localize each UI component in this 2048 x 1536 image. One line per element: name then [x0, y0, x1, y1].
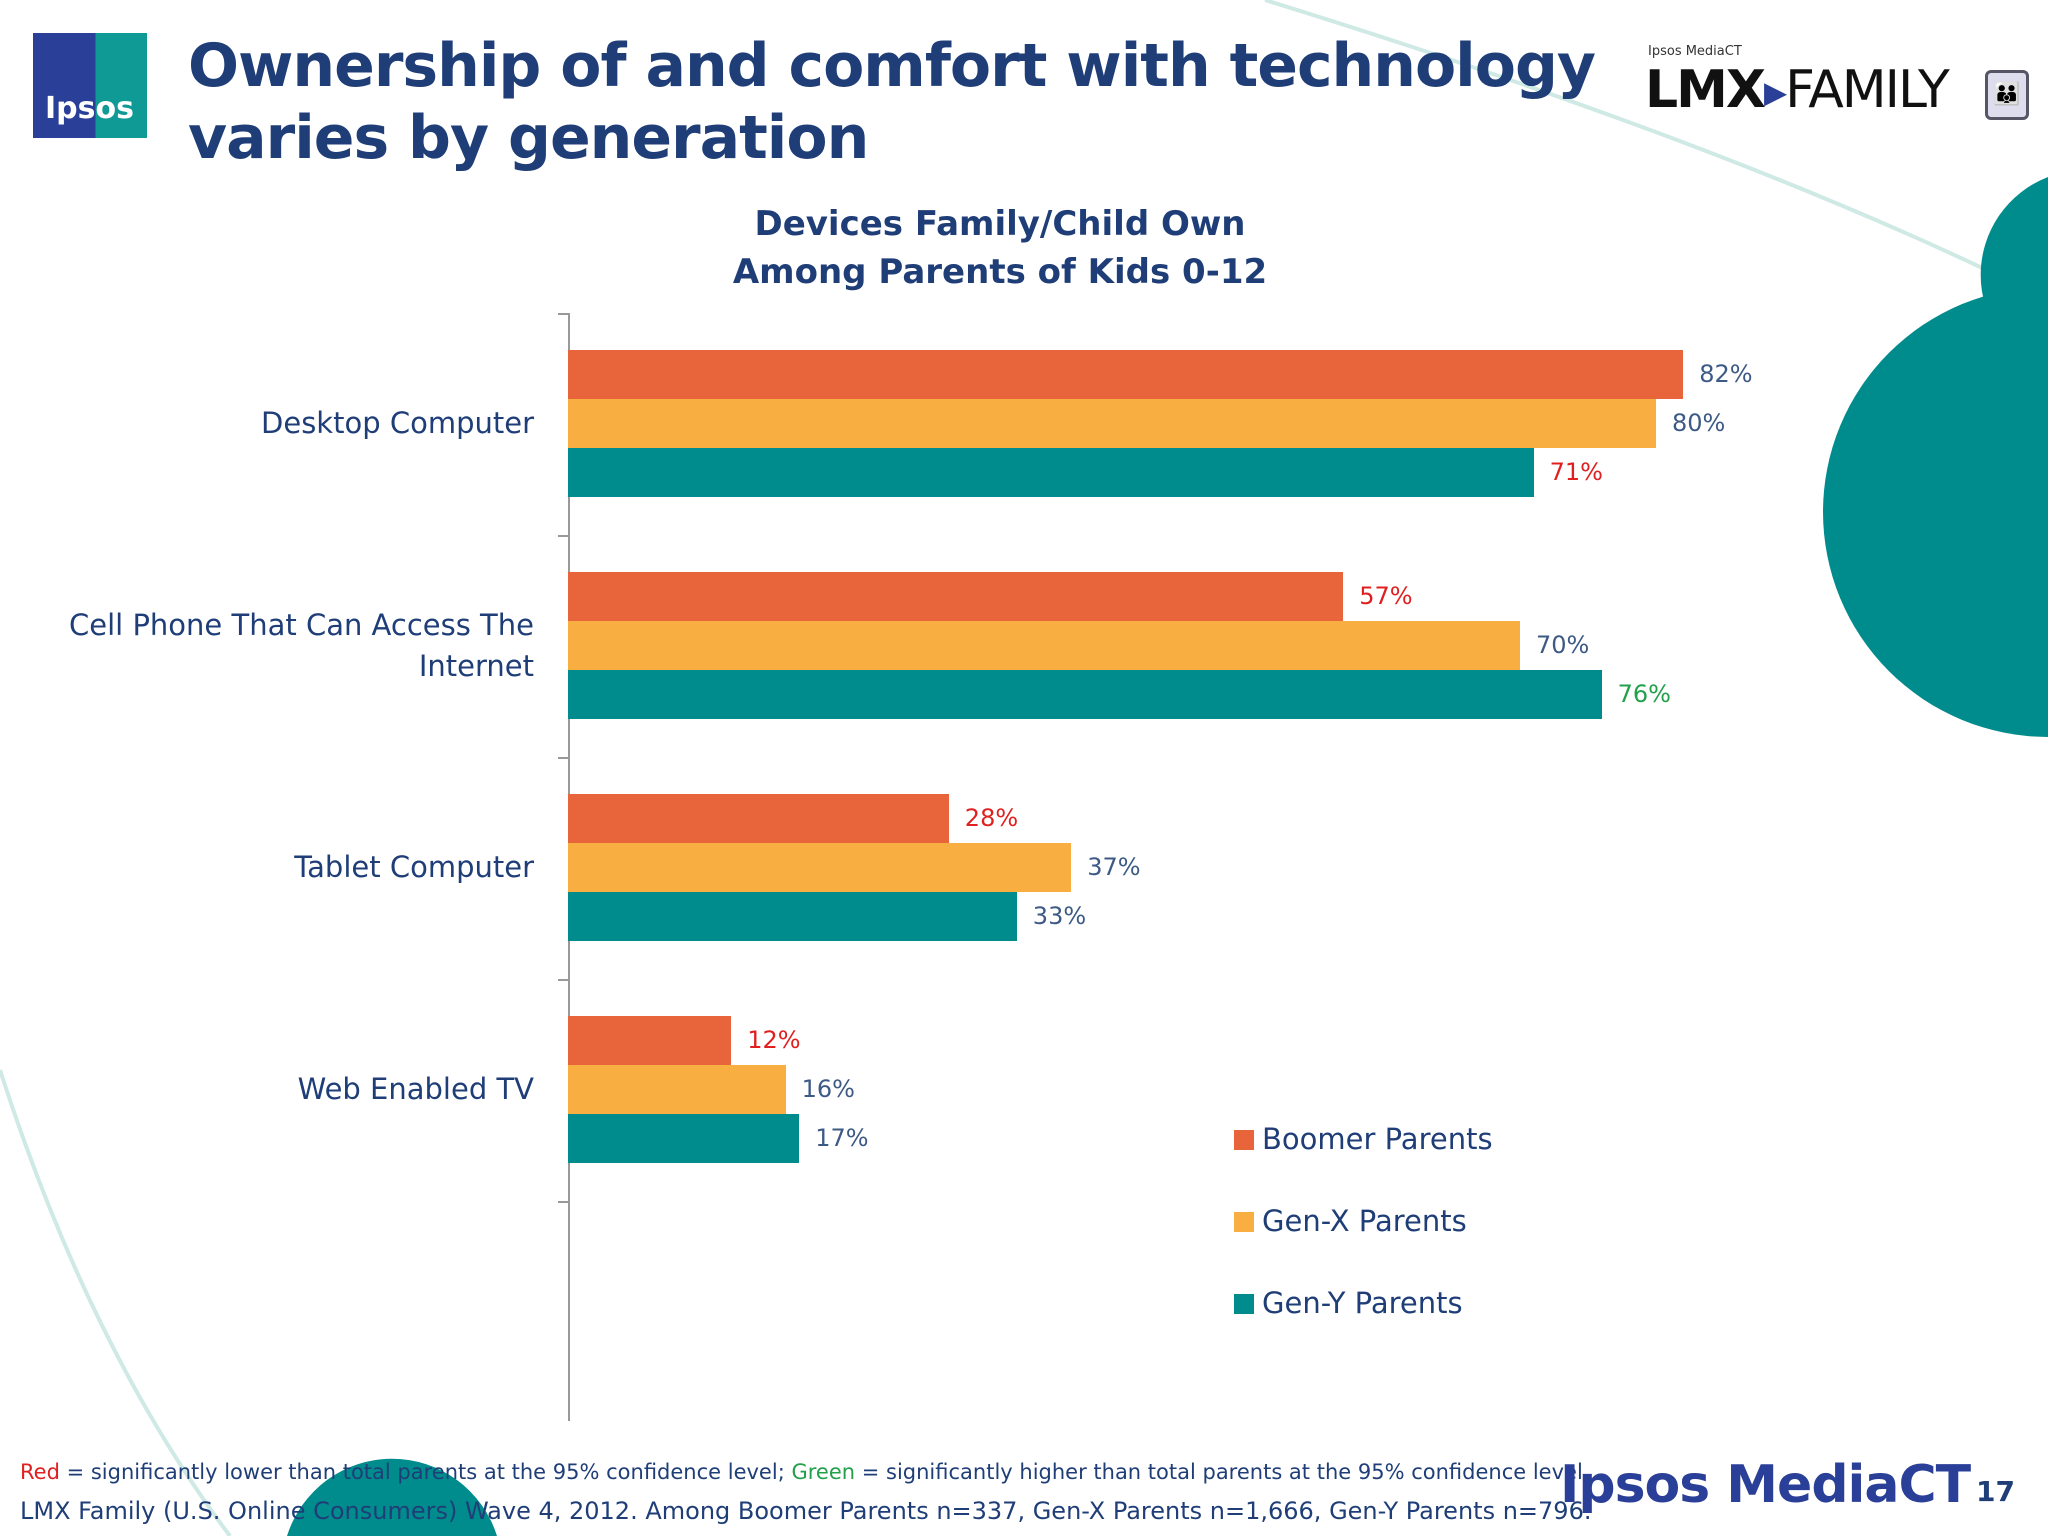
- data-label: 37%: [1087, 853, 1141, 881]
- chart-title-line1: Devices Family/Child Own: [754, 204, 1246, 244]
- note-red: Red: [20, 1460, 60, 1484]
- data-label: 16%: [801, 1075, 855, 1103]
- data-label: 80%: [1672, 409, 1726, 437]
- legend-item: Boomer Parents: [1234, 1122, 1493, 1156]
- bar-boomer-parents: [568, 572, 1344, 621]
- note-green: Green: [791, 1460, 856, 1484]
- axis-tick: [558, 757, 568, 759]
- family-icon: 👪: [1985, 70, 2029, 120]
- bar-boomer-parents: [568, 1016, 732, 1065]
- data-label: 82%: [1699, 360, 1753, 388]
- significance-note: Red = significantly lower than total par…: [20, 1460, 1583, 1484]
- bar-gen-x-parents: [568, 1065, 786, 1114]
- category-label: Tablet Computer: [294, 850, 534, 884]
- axis-tick: [558, 1201, 568, 1203]
- category-label: Desktop Computer: [261, 406, 534, 440]
- legend-swatch: [1234, 1130, 1254, 1150]
- note-mid: = significantly lower than total parents…: [59, 1460, 792, 1484]
- category-label: Web Enabled TV: [297, 1072, 534, 1106]
- bar-gen-y-parents: [568, 1114, 800, 1163]
- logo-text: Ipsos: [45, 91, 134, 126]
- source-note: LMX Family (U.S. Online Consumers) Wave …: [20, 1497, 1592, 1525]
- bar-gen-x-parents: [568, 399, 1656, 448]
- data-label: 76%: [1617, 680, 1671, 708]
- page-number: 17: [1976, 1475, 2015, 1508]
- axis-tick: [558, 979, 568, 981]
- partner-logo-small-text: Ipsos MediaCT: [1648, 44, 1742, 59]
- page-title: Ownership of and comfort with technology…: [188, 31, 1596, 173]
- bar-boomer-parents: [568, 794, 949, 843]
- data-label: 12%: [747, 1026, 801, 1054]
- data-label: 71%: [1549, 458, 1603, 486]
- lmx-text: LMX: [1645, 60, 1766, 120]
- data-label: 28%: [964, 804, 1019, 832]
- bar-gen-x-parents: [568, 843, 1072, 892]
- legend-label: Gen-X Parents: [1262, 1204, 1467, 1238]
- data-label: 17%: [815, 1124, 869, 1152]
- family-text: FAMILY: [1785, 60, 1950, 120]
- axis-tick: [558, 535, 568, 537]
- legend-label: Boomer Parents: [1262, 1122, 1493, 1156]
- legend-item: Gen-X Parents: [1234, 1204, 1467, 1238]
- category-label: Cell Phone That Can Access The Internet: [69, 608, 534, 683]
- bar-gen-x-parents: [568, 621, 1520, 670]
- note-end: = significantly higher than total parent…: [855, 1460, 1583, 1484]
- bar-boomer-parents: [568, 350, 1684, 399]
- bar-gen-y-parents: [568, 448, 1534, 497]
- data-label: 70%: [1536, 631, 1590, 659]
- data-label: 33%: [1032, 902, 1087, 930]
- chart-title-line2: Among Parents of Kids 0-12: [732, 252, 1268, 292]
- ipsos-mediact-logo: Ipsos MediaCT: [1560, 1455, 1971, 1515]
- data-label: 57%: [1359, 582, 1413, 610]
- legend-label: Gen-Y Parents: [1262, 1286, 1463, 1320]
- lmx-family-logo: LMX▶FAMILY: [1645, 60, 1950, 120]
- legend-swatch: [1234, 1294, 1254, 1314]
- ipsos-logo: Ipsos: [33, 33, 147, 138]
- bar-gen-y-parents: [568, 670, 1602, 719]
- chart-title: Devices Family/Child Own Among Parents o…: [700, 200, 1300, 296]
- legend-item: Gen-Y Parents: [1234, 1286, 1463, 1320]
- axis-tick: [558, 313, 568, 315]
- arrow-icon: ▶: [1763, 75, 1787, 111]
- legend-swatch: [1234, 1212, 1254, 1232]
- bar-gen-y-parents: [568, 892, 1017, 941]
